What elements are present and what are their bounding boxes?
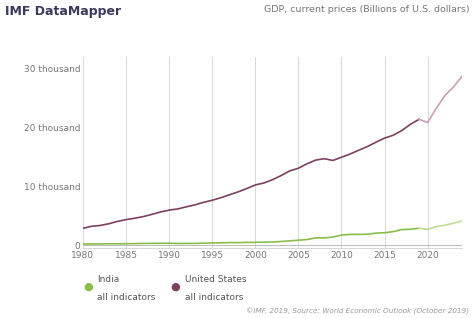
Text: all indicators: all indicators [185, 293, 243, 302]
Text: ©IMF, 2019, Source: World Economic Outlook (October 2019): ©IMF, 2019, Source: World Economic Outlo… [246, 308, 469, 315]
Text: all indicators: all indicators [97, 293, 155, 302]
Text: ●: ● [83, 281, 93, 291]
Text: India: India [97, 275, 119, 284]
Text: United States: United States [185, 275, 246, 284]
Text: GDP, current prices (Billions of U.S. dollars): GDP, current prices (Billions of U.S. do… [264, 5, 469, 14]
Text: ●: ● [171, 281, 181, 291]
Text: IMF DataMapper: IMF DataMapper [5, 5, 121, 18]
